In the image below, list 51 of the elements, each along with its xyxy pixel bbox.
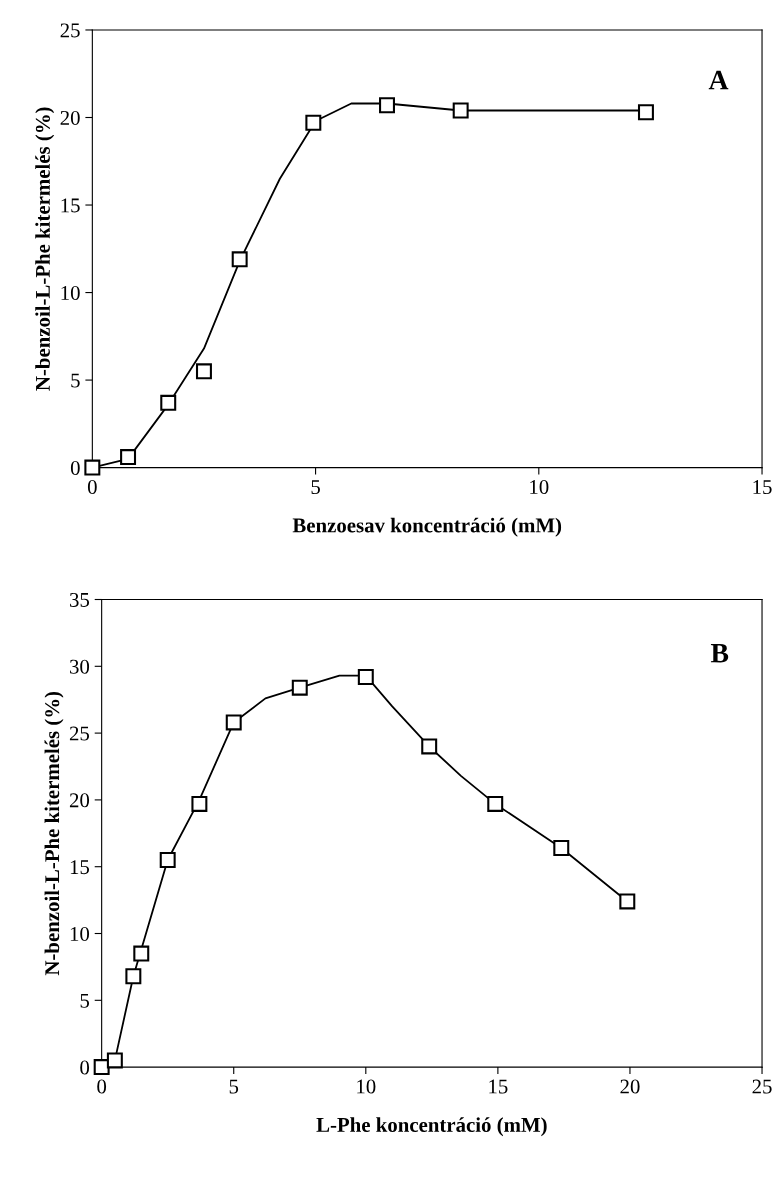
point (106, 1052, 123, 1069)
x-tick-label: 0 (97, 1079, 107, 1094)
y-tick-label: 0 (70, 460, 80, 476)
x-tick-label: 5 (229, 1079, 239, 1094)
y-tick-label: 10 (70, 926, 90, 941)
annotation: A (708, 70, 729, 90)
y-tick-label: 25 (69, 726, 90, 741)
x-tick-label: 10 (357, 1079, 376, 1094)
point (553, 840, 570, 856)
y-tick-label: 35 (70, 592, 90, 607)
y-tick-label: 20 (60, 110, 80, 125)
y-tick-label: 15 (70, 860, 90, 875)
x-axis-title: L-Phe koncentráció (mM) (316, 1117, 547, 1137)
point (487, 795, 504, 812)
point (357, 669, 374, 685)
y-tick-label: 5 (80, 993, 90, 1008)
point (160, 394, 177, 411)
y-axis-title: N-benzoil-L-Phe kitermelés (%) (35, 107, 55, 391)
point (84, 459, 101, 476)
x-axis-title: Benzoesav koncentráció (mM) (292, 517, 562, 537)
y-axis-title: N-benzoil-L-Phe kitermelés (%) (44, 691, 64, 976)
y-tick-label: 10 (61, 285, 80, 300)
x-tick-label: 10 (530, 480, 549, 495)
point (133, 945, 150, 962)
y-tick-label: 15 (61, 198, 80, 213)
point (125, 968, 142, 985)
point (291, 679, 308, 696)
point (195, 363, 212, 380)
point (421, 738, 438, 755)
x-tick-label: 20 (620, 1079, 640, 1094)
y-tick-label: 0 (80, 1060, 90, 1075)
point (93, 1059, 110, 1076)
annotation: B (710, 644, 729, 663)
point (231, 251, 248, 268)
point (225, 714, 242, 731)
y-tick-label: 20 (69, 793, 90, 808)
point (120, 449, 137, 466)
point (159, 852, 176, 869)
y-tick-label: 5 (71, 373, 80, 388)
point (379, 97, 395, 114)
x-tick-label: 15 (489, 1079, 508, 1094)
x-tick-label: 5 (311, 480, 320, 495)
point (637, 104, 654, 121)
y-tick-label: 25 (60, 23, 80, 38)
point (619, 893, 636, 910)
y-tick-label: 30 (70, 659, 90, 674)
point (305, 114, 322, 131)
point (191, 795, 208, 812)
point (452, 102, 469, 119)
x-tick-label: 25 (752, 1079, 772, 1094)
x-tick-label: 15 (753, 480, 772, 495)
